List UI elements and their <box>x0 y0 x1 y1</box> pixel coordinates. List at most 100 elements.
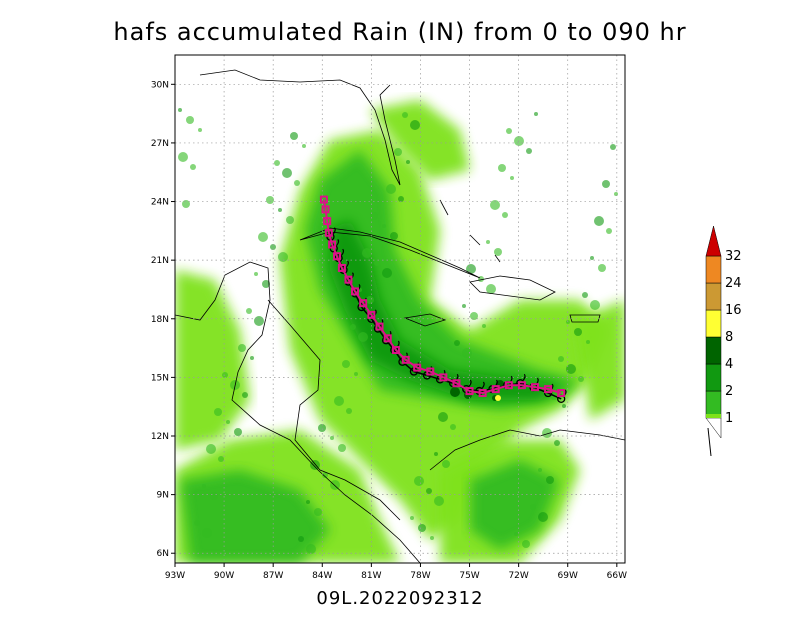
map-grid <box>175 55 625 563</box>
rain-cell <box>278 208 282 212</box>
coastline <box>469 275 556 301</box>
rain-core-yellow <box>495 395 501 401</box>
forecast-marker <box>531 383 539 392</box>
forecast-marker <box>478 389 487 398</box>
forecast-marker <box>351 287 359 296</box>
lon-tick-label: 81W <box>361 571 381 581</box>
rain-cell <box>610 144 616 150</box>
colorbar-segment <box>705 336 722 365</box>
forecast-marker <box>323 217 332 226</box>
rain-cell <box>350 324 356 330</box>
forecast-marker <box>452 379 461 388</box>
forecast-marker <box>324 228 333 237</box>
rain-cell <box>210 492 218 500</box>
forecast-marker <box>344 275 353 284</box>
rain-cell <box>282 168 292 178</box>
colorbar-label: 16 <box>725 303 742 318</box>
coastline <box>267 299 401 521</box>
rain-cell <box>522 540 530 548</box>
colorbar-segment <box>705 390 722 419</box>
rain-cell <box>486 284 496 294</box>
rain-cell <box>434 452 438 456</box>
rain-cell <box>238 344 246 352</box>
rain-cell <box>226 420 230 424</box>
rain-core <box>450 387 460 397</box>
lon-tick-label: 75W <box>459 571 479 581</box>
rain-cell <box>222 372 228 378</box>
rain-cell <box>462 348 472 358</box>
rain-cell <box>382 224 386 228</box>
rain-cell <box>346 408 352 414</box>
colorbar-over <box>705 225 722 257</box>
rain-cell <box>514 532 518 536</box>
rain-cell <box>538 512 548 522</box>
rain-cell <box>278 252 288 262</box>
rain-field <box>175 100 625 563</box>
rain-area <box>370 100 470 180</box>
rain-cell <box>354 372 358 376</box>
rain-cell <box>262 280 270 288</box>
lon-tick-label: 72W <box>508 571 528 581</box>
forecast-marker <box>328 240 337 249</box>
rain-cell <box>410 516 414 520</box>
rain-cell <box>342 360 350 368</box>
hurricane-symbol-tail <box>442 369 446 377</box>
rain-cell <box>314 508 322 516</box>
rain-cell <box>178 152 188 162</box>
rain-cell <box>554 440 560 446</box>
coastline <box>403 313 447 327</box>
colorbar-label: 24 <box>725 276 742 291</box>
lon-tick-label: 69W <box>558 571 578 581</box>
rain-cell <box>602 180 610 188</box>
coastline <box>439 199 449 216</box>
map-axes: 93W 90W 87W 84W 81W 78W 75W 72W 69W 66W 30N 27N 24N 2… <box>151 80 627 581</box>
rain-cell <box>190 164 196 170</box>
rain-cell <box>442 460 450 468</box>
lat-tick-label: 27N <box>151 139 169 149</box>
colorbar-label: 4 <box>725 357 733 372</box>
rain-cell <box>306 500 310 504</box>
hurricane-symbol-tail <box>404 352 408 360</box>
forecast-marker <box>321 205 330 214</box>
rain-cell <box>366 296 374 304</box>
rain-cell <box>486 240 490 244</box>
rain-cell <box>582 292 588 298</box>
forecast-marker <box>359 299 368 308</box>
forecast-marker <box>426 367 435 376</box>
forecast-marker <box>367 310 376 319</box>
rain-cell <box>302 144 306 148</box>
rain-cell <box>470 312 478 320</box>
rain-cell <box>306 544 316 554</box>
rain-cell <box>254 272 258 276</box>
forecast-marker <box>504 381 513 390</box>
rain-cell <box>218 456 224 462</box>
rain-cell <box>490 200 500 210</box>
forecast-marker <box>465 387 474 396</box>
rain-cell <box>330 436 334 440</box>
rain-area <box>470 460 560 550</box>
rain-cell <box>202 484 206 488</box>
lat-tick-label: 15N <box>151 373 169 383</box>
rain-cell <box>530 504 536 510</box>
lon-tick-label: 66W <box>607 571 627 581</box>
rain-cell <box>562 404 566 408</box>
forecast-marker <box>333 252 341 261</box>
colorbar-label: 2 <box>725 384 733 399</box>
rain-cell <box>590 256 594 260</box>
rain-cell <box>318 424 326 432</box>
rain-cell <box>298 536 304 542</box>
rain-cell <box>338 444 346 452</box>
rain-cell <box>510 176 514 180</box>
lon-tick-label: 90W <box>214 571 234 581</box>
rain-cell <box>414 476 424 486</box>
lat-tick-label: 24N <box>151 198 169 208</box>
lat-tick-label: 9N <box>157 491 169 501</box>
rain-cell <box>178 108 182 112</box>
rain-cell <box>322 472 328 478</box>
hurricane-symbol-tail <box>346 260 349 268</box>
colorbar-label: 1 <box>725 411 733 426</box>
colorbar-label: 8 <box>725 330 733 345</box>
rain-cell <box>546 476 554 484</box>
forecast-marker <box>383 334 392 343</box>
rain-cell <box>266 196 274 204</box>
